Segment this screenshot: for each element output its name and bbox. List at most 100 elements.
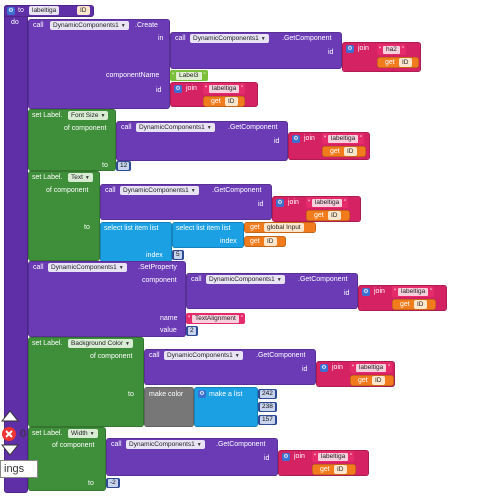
gear-icon[interactable]: ⚙	[198, 390, 206, 398]
getcomponent-block[interactable]: call DynamicComponents1 ▼ .GetComponent i…	[186, 273, 358, 309]
property-dropdown[interactable]: Background Color ▼	[68, 339, 133, 348]
get-variable-block[interactable]: get ID	[312, 464, 356, 475]
getcomponent-block[interactable]: call DynamicComponents1 ▼ .GetComponent i…	[106, 438, 278, 476]
number-value[interactable]: 12	[118, 162, 130, 170]
gear-icon[interactable]: ⚙	[362, 288, 370, 296]
component-dropdown[interactable]: DynamicComponents1 ▼	[48, 263, 127, 272]
get-variable-block[interactable]: get ID	[350, 375, 394, 386]
number-value[interactable]: -2	[108, 479, 118, 487]
text-string-textalignment[interactable]: “ TextAlignment ”	[186, 313, 245, 324]
text-value[interactable]: labeltiga	[355, 364, 387, 372]
number-block[interactable]: 5	[172, 250, 184, 260]
up-arrow-icon[interactable]	[1, 410, 19, 422]
get-var-dropdown[interactable]: ID	[264, 237, 277, 246]
global-var-dropdown[interactable]: global Input	[264, 223, 304, 232]
component-dropdown[interactable]: DynamicComponents1 ▼	[136, 123, 215, 132]
set-width-block[interactable]: set Label. Width ▼ of component to	[28, 427, 106, 491]
text-string-labeltiga[interactable]: “ labeltiga ”	[203, 83, 246, 94]
text-string-ha2[interactable]: “ ha2 ”	[377, 44, 406, 55]
get-var-dropdown[interactable]: ID	[414, 300, 427, 309]
number-block[interactable]: 12	[116, 161, 132, 171]
method-label: .GetComponent	[228, 124, 278, 131]
make-color-block[interactable]: make color	[144, 387, 194, 427]
number-value[interactable]: 242	[260, 390, 275, 398]
create-component-dropdown[interactable]: DynamicComponents1 ▼	[50, 21, 129, 30]
number-block[interactable]: 2	[186, 326, 198, 336]
text-string-labeltiga[interactable]: “ labeltiga ”	[322, 133, 365, 144]
text-value[interactable]: labeltiga	[317, 453, 349, 461]
procedure-name-field[interactable]: labeltiga	[29, 6, 60, 15]
get-variable-block[interactable]: get ID	[203, 96, 245, 107]
set-font-size-block[interactable]: set Label. Font Size ▼ of component to	[28, 109, 116, 171]
create-in-getcomponent[interactable]: call DynamicComponents1 ▼ .GetComponent i…	[170, 32, 342, 69]
number-value[interactable]: 2	[188, 327, 196, 335]
number-block[interactable]: 242	[258, 389, 277, 399]
procedure-header[interactable]: ⚙ to labeltiga ID	[4, 5, 94, 17]
component-dropdown[interactable]: DynamicComponents1 ▼	[126, 440, 205, 449]
gear-icon[interactable]: ⚙	[320, 364, 328, 372]
make-a-list-block[interactable]: ⚙ make a list	[194, 387, 258, 427]
number-block[interactable]: 157	[258, 415, 277, 425]
get-var-dropdown[interactable]: ID	[372, 376, 385, 385]
text-value[interactable]: TextAlignment	[191, 315, 239, 323]
getcomponent-block[interactable]: call DynamicComponents1 ▼ .GetComponent i…	[144, 349, 316, 385]
number-block[interactable]: -2	[106, 478, 120, 488]
select-list-item-inner[interactable]: select list item list index	[172, 222, 244, 248]
get-var-dropdown[interactable]: ID	[225, 97, 238, 106]
text-string-labeltiga[interactable]: “ labeltiga ”	[312, 451, 355, 462]
component-label: component	[142, 277, 177, 284]
number-value[interactable]: 238	[260, 403, 275, 411]
getcomponent-block[interactable]: call DynamicComponents1 ▼ .GetComponent i…	[100, 184, 272, 220]
getcomponent-block[interactable]: call DynamicComponents1 ▼ .GetComponent i…	[116, 121, 288, 161]
id-label: id	[274, 138, 280, 145]
gc-component-dropdown[interactable]: DynamicComponents1 ▼	[190, 34, 269, 43]
get-var-dropdown[interactable]: ID	[334, 465, 347, 474]
warning-indicator[interactable]: 0	[0, 410, 30, 456]
number-block[interactable]: 238	[258, 402, 277, 412]
text-string-labeltiga[interactable]: “ labeltiga ”	[392, 286, 435, 297]
component-name-value[interactable]: Label3	[175, 72, 202, 80]
text-string-labeltiga[interactable]: “ labeltiga ”	[350, 362, 393, 373]
get-variable-block[interactable]: get ID	[377, 57, 419, 68]
property-dropdown[interactable]: Text ▼	[68, 173, 93, 182]
get-var-dropdown[interactable]: ID	[399, 58, 412, 67]
property-dropdown[interactable]: Width ▼	[68, 429, 98, 438]
component-dropdown[interactable]: DynamicComponents1 ▼	[206, 275, 285, 284]
down-arrow-icon[interactable]	[1, 444, 19, 456]
settings-button[interactable]: ings	[0, 460, 38, 478]
text-value[interactable]: ha2	[382, 46, 400, 54]
select-list-item-outer[interactable]: select list item list index	[100, 222, 172, 262]
text-value[interactable]: labeltiga	[311, 199, 343, 207]
gear-icon[interactable]: ⚙	[7, 7, 15, 15]
set-text-block[interactable]: set Label. Text ▼ of component to	[28, 171, 100, 261]
component-name-string[interactable]: “ Label3 ”	[170, 70, 208, 81]
settings-label: ings	[4, 463, 25, 475]
gear-icon[interactable]: ⚙	[174, 85, 182, 93]
text-string-labeltiga[interactable]: “ labeltiga ”	[306, 197, 349, 208]
number-value[interactable]: 5	[174, 251, 182, 259]
gear-icon[interactable]: ⚙	[346, 45, 354, 53]
procedure-param[interactable]: ID	[77, 6, 90, 15]
set-background-color-block[interactable]: set Label. Background Color ▼ of componen…	[28, 337, 144, 427]
component-dropdown[interactable]: DynamicComponents1 ▼	[120, 186, 199, 195]
property-dropdown[interactable]: Font Size ▼	[68, 111, 109, 120]
error-icon[interactable]	[1, 426, 17, 442]
text-value[interactable]: labeltiga	[208, 85, 240, 93]
procedure-block[interactable]	[4, 5, 28, 493]
get-global-block[interactable]: get global Input	[244, 222, 316, 233]
get-var-dropdown[interactable]: ID	[344, 147, 357, 156]
gear-icon[interactable]: ⚙	[282, 453, 290, 461]
get-var-dropdown[interactable]: ID	[328, 211, 341, 220]
setproperty-block[interactable]: call DynamicComponents1 ▼ .SetProperty co…	[28, 261, 186, 337]
get-variable-block[interactable]: get ID	[306, 210, 350, 221]
gear-icon[interactable]: ⚙	[276, 199, 284, 207]
component-dropdown[interactable]: DynamicComponents1 ▼	[164, 351, 243, 360]
gear-icon[interactable]: ⚙	[292, 135, 300, 143]
text-value[interactable]: labeltiga	[397, 288, 429, 296]
get-variable-block[interactable]: get ID	[322, 146, 366, 157]
number-value[interactable]: 157	[260, 416, 275, 424]
get-variable-block[interactable]: get ID	[244, 236, 286, 247]
create-call-block[interactable]: call DynamicComponents1 ▼ .Create in comp…	[28, 19, 170, 109]
get-variable-block[interactable]: get ID	[392, 299, 436, 310]
text-value[interactable]: labeltiga	[327, 135, 359, 143]
